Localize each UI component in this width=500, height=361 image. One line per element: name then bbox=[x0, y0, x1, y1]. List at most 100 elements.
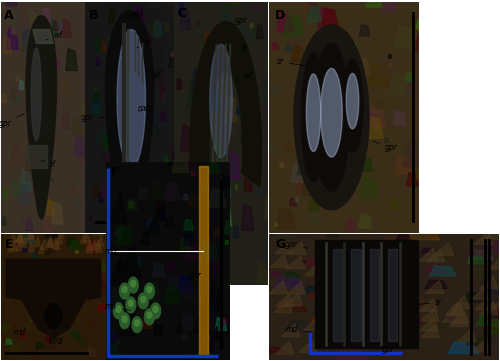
Polygon shape bbox=[250, 155, 260, 175]
Polygon shape bbox=[328, 148, 343, 164]
Polygon shape bbox=[372, 321, 378, 323]
Polygon shape bbox=[21, 349, 24, 351]
Polygon shape bbox=[40, 257, 42, 259]
Polygon shape bbox=[305, 281, 314, 284]
Polygon shape bbox=[180, 7, 190, 30]
Polygon shape bbox=[476, 316, 500, 325]
Polygon shape bbox=[173, 147, 180, 159]
Polygon shape bbox=[134, 291, 142, 301]
Polygon shape bbox=[21, 237, 27, 247]
Polygon shape bbox=[274, 222, 278, 226]
Polygon shape bbox=[420, 308, 439, 321]
Text: sr: sr bbox=[235, 43, 248, 52]
Polygon shape bbox=[395, 26, 415, 48]
Polygon shape bbox=[134, 6, 145, 27]
Polygon shape bbox=[416, 19, 426, 29]
Polygon shape bbox=[298, 168, 304, 174]
Polygon shape bbox=[484, 227, 500, 240]
Polygon shape bbox=[160, 87, 166, 98]
Polygon shape bbox=[334, 328, 348, 334]
Polygon shape bbox=[432, 269, 441, 272]
Polygon shape bbox=[258, 132, 263, 142]
Polygon shape bbox=[17, 10, 26, 28]
Polygon shape bbox=[299, 47, 316, 65]
Polygon shape bbox=[314, 288, 332, 301]
Polygon shape bbox=[140, 227, 150, 244]
Polygon shape bbox=[282, 324, 300, 337]
Polygon shape bbox=[122, 286, 127, 293]
Polygon shape bbox=[116, 306, 121, 312]
Polygon shape bbox=[226, 22, 235, 42]
Polygon shape bbox=[178, 152, 194, 169]
Polygon shape bbox=[222, 318, 227, 324]
Polygon shape bbox=[108, 258, 126, 286]
Polygon shape bbox=[161, 178, 172, 197]
Polygon shape bbox=[345, 104, 356, 116]
Polygon shape bbox=[25, 161, 30, 171]
Polygon shape bbox=[370, 249, 379, 342]
Polygon shape bbox=[172, 154, 189, 173]
Polygon shape bbox=[166, 0, 175, 13]
Polygon shape bbox=[12, 182, 20, 195]
Polygon shape bbox=[26, 167, 33, 180]
Polygon shape bbox=[190, 22, 262, 187]
Polygon shape bbox=[302, 177, 319, 195]
Polygon shape bbox=[327, 305, 347, 313]
Polygon shape bbox=[44, 215, 52, 231]
Polygon shape bbox=[68, 266, 75, 272]
Polygon shape bbox=[205, 227, 210, 233]
Polygon shape bbox=[204, 339, 208, 344]
Polygon shape bbox=[34, 236, 40, 247]
Polygon shape bbox=[156, 66, 166, 85]
Polygon shape bbox=[212, 138, 218, 152]
Polygon shape bbox=[468, 250, 494, 260]
Polygon shape bbox=[146, 219, 158, 232]
Polygon shape bbox=[46, 142, 50, 151]
Polygon shape bbox=[4, 268, 8, 273]
Polygon shape bbox=[119, 66, 131, 89]
Polygon shape bbox=[422, 248, 432, 252]
Polygon shape bbox=[198, 187, 202, 196]
Polygon shape bbox=[400, 296, 426, 306]
Polygon shape bbox=[120, 313, 130, 329]
Polygon shape bbox=[140, 130, 144, 137]
Polygon shape bbox=[77, 338, 88, 346]
Polygon shape bbox=[94, 239, 100, 249]
Text: wf: wf bbox=[235, 71, 252, 81]
Polygon shape bbox=[323, 334, 331, 337]
Polygon shape bbox=[284, 293, 303, 306]
Polygon shape bbox=[322, 8, 338, 25]
Polygon shape bbox=[98, 303, 107, 311]
Polygon shape bbox=[178, 183, 186, 200]
Polygon shape bbox=[126, 155, 136, 171]
Polygon shape bbox=[10, 144, 22, 165]
Polygon shape bbox=[264, 79, 275, 103]
Polygon shape bbox=[398, 287, 413, 293]
Polygon shape bbox=[208, 286, 214, 292]
Polygon shape bbox=[48, 305, 57, 312]
Polygon shape bbox=[28, 242, 34, 252]
Polygon shape bbox=[27, 229, 33, 239]
Polygon shape bbox=[126, 130, 130, 139]
Polygon shape bbox=[91, 240, 97, 250]
Polygon shape bbox=[354, 140, 364, 150]
Polygon shape bbox=[166, 275, 180, 291]
Polygon shape bbox=[113, 103, 116, 109]
Polygon shape bbox=[126, 297, 136, 313]
Polygon shape bbox=[220, 0, 224, 3]
Polygon shape bbox=[222, 51, 233, 73]
Polygon shape bbox=[89, 215, 92, 221]
Polygon shape bbox=[148, 282, 158, 293]
Polygon shape bbox=[235, 184, 238, 190]
Text: sr: sr bbox=[136, 38, 151, 48]
Polygon shape bbox=[102, 145, 111, 161]
Polygon shape bbox=[80, 234, 86, 244]
Polygon shape bbox=[142, 106, 153, 125]
Polygon shape bbox=[303, 318, 322, 331]
Polygon shape bbox=[195, 227, 202, 242]
Polygon shape bbox=[28, 229, 34, 239]
Polygon shape bbox=[16, 231, 22, 242]
Polygon shape bbox=[14, 29, 17, 35]
Polygon shape bbox=[271, 229, 295, 238]
Polygon shape bbox=[430, 266, 456, 276]
